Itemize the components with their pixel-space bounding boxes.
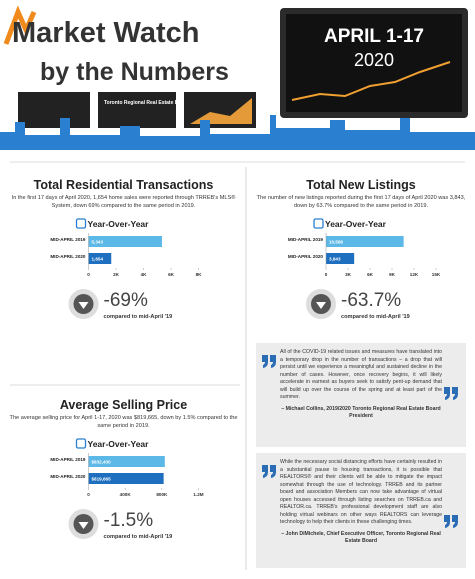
bar bbox=[88, 456, 165, 468]
logo-mark bbox=[3, 5, 37, 45]
small-monitor bbox=[98, 92, 176, 128]
bar bbox=[88, 236, 162, 248]
change-value: -1.5% bbox=[104, 510, 154, 531]
x-tick-label: 15K bbox=[432, 272, 441, 277]
section: Total New Listings The number of new list… bbox=[250, 178, 472, 334]
small-monitor bbox=[18, 92, 90, 128]
change-caption: compared to mid-April '19 bbox=[104, 534, 173, 540]
x-tick-label: 2K bbox=[113, 272, 120, 277]
chart: Year-Over-Year MID-APRIL 2019 5,343 MID-APR… bbox=[50, 218, 203, 320]
x-tick-label: 8K bbox=[196, 272, 203, 277]
deco-area bbox=[190, 98, 252, 124]
category-label: MID-APRIL 2019 bbox=[50, 237, 86, 242]
value-label: $819,665 bbox=[92, 476, 112, 481]
category-label: MID-APRIL 2019 bbox=[288, 237, 324, 242]
change-value: -63.7% bbox=[341, 290, 401, 311]
x-tick-label: 3K bbox=[345, 272, 352, 277]
plot: Year-Over-Year MID-APRIL 2019 $832,430 MID-… bbox=[50, 438, 204, 497]
icon bbox=[75, 218, 87, 229]
chart: Year-Over-Year MID-APRIL 2019 $832,430 MID-… bbox=[50, 438, 204, 540]
section-title: Total New Listings bbox=[306, 178, 416, 192]
year: 2020 bbox=[354, 50, 394, 70]
deco-line bbox=[291, 61, 451, 101]
subtitle: by the Numbers bbox=[40, 58, 229, 86]
plot: Year-Over-Year MID-APRIL 2019 5,343 MID-APR… bbox=[50, 218, 203, 277]
chart-heading: Year-Over-Year bbox=[88, 439, 150, 449]
x-tick-label: 0 bbox=[325, 272, 328, 277]
value-label: $832,430 bbox=[92, 459, 112, 464]
bar bbox=[88, 253, 112, 265]
category-label: MID-APRIL 2020 bbox=[50, 254, 86, 259]
chart-heading: Year-Over-Year bbox=[325, 219, 387, 229]
down-arrow bbox=[78, 302, 89, 310]
icon bbox=[313, 218, 324, 229]
x-tick-label: 400K bbox=[120, 492, 132, 497]
down-arrow bbox=[316, 302, 326, 310]
quote-author: – Michael Collins, 2019/2020 Toronto Reg… bbox=[281, 405, 441, 420]
board-name: Toronto Regional Real Estate Board bbox=[104, 100, 189, 106]
value-label: 3,843 bbox=[329, 256, 341, 261]
section-title: Average Selling Price bbox=[59, 398, 188, 412]
quote-marks bbox=[262, 355, 458, 400]
x-tick-label: 4K bbox=[141, 272, 148, 277]
quote-mark bbox=[444, 387, 458, 400]
plot: Year-Over-Year MID-APRIL 2019 10,586 MID-AP… bbox=[288, 218, 441, 277]
category-label: MID-APRIL 2019 bbox=[50, 457, 86, 462]
quote-mark bbox=[444, 515, 458, 528]
bar bbox=[326, 253, 355, 265]
title: Market Watch bbox=[12, 17, 199, 49]
section-text: In the first 17 days of April 2020, 1,65… bbox=[11, 195, 236, 209]
section-text: The number of new listings reported duri… bbox=[256, 195, 466, 209]
change-caption: compared to mid-April '19 bbox=[341, 314, 410, 320]
section: Average Selling Price The average selling… bbox=[5, 398, 242, 554]
x-tick-label: 1.2M bbox=[193, 492, 203, 497]
quote-text: While the necessary social distancing ef… bbox=[280, 459, 442, 526]
x-tick-label: 6K bbox=[168, 272, 175, 277]
quote-mark bbox=[262, 355, 276, 368]
quote-mark bbox=[262, 465, 276, 478]
chart-heading: Year-Over-Year bbox=[88, 219, 150, 229]
date: APRIL 1-17 bbox=[324, 26, 424, 47]
category-label: MID-APRIL 2020 bbox=[50, 474, 86, 479]
quote-box: All of the COVID-19 related issues and m… bbox=[256, 343, 466, 447]
icon bbox=[75, 438, 87, 449]
section-title: Total Residential Transactions bbox=[33, 178, 214, 192]
quote-text: All of the COVID-19 related issues and m… bbox=[280, 349, 442, 401]
change-caption: compared to mid-April '19 bbox=[104, 314, 173, 320]
skyline bbox=[0, 115, 475, 150]
down-arrow bbox=[78, 522, 89, 530]
quote-marks bbox=[262, 465, 458, 528]
section: Total Residential Transactions In the fir… bbox=[5, 178, 242, 334]
x-tick-label: 0 bbox=[87, 272, 90, 277]
x-tick-label: 800K bbox=[156, 492, 168, 497]
dividers bbox=[10, 167, 247, 570]
value-label: 10,586 bbox=[329, 239, 343, 244]
bar bbox=[88, 473, 164, 485]
x-tick-label: 12K bbox=[410, 272, 419, 277]
section-text: The average selling price for April 1-17… bbox=[9, 415, 238, 429]
value-label: 1,654 bbox=[92, 256, 104, 261]
change-value: -69% bbox=[104, 290, 148, 311]
category-label: MID-APRIL 2020 bbox=[288, 254, 324, 259]
x-tick-label: 6K bbox=[367, 272, 374, 277]
value-label: 5,343 bbox=[92, 239, 104, 244]
quote-box: While the necessary social distancing ef… bbox=[256, 453, 466, 568]
chart: Year-Over-Year MID-APRIL 2019 10,586 MID-AP… bbox=[288, 218, 441, 320]
x-tick-label: 9K bbox=[389, 272, 396, 277]
quote-author: – John DiMichele, Chief Executive Office… bbox=[281, 530, 441, 545]
x-tick-label: 0 bbox=[87, 492, 90, 497]
header: Market Watch by the Numbers APRIL 1-17 2… bbox=[0, 5, 475, 163]
bar bbox=[326, 236, 404, 248]
